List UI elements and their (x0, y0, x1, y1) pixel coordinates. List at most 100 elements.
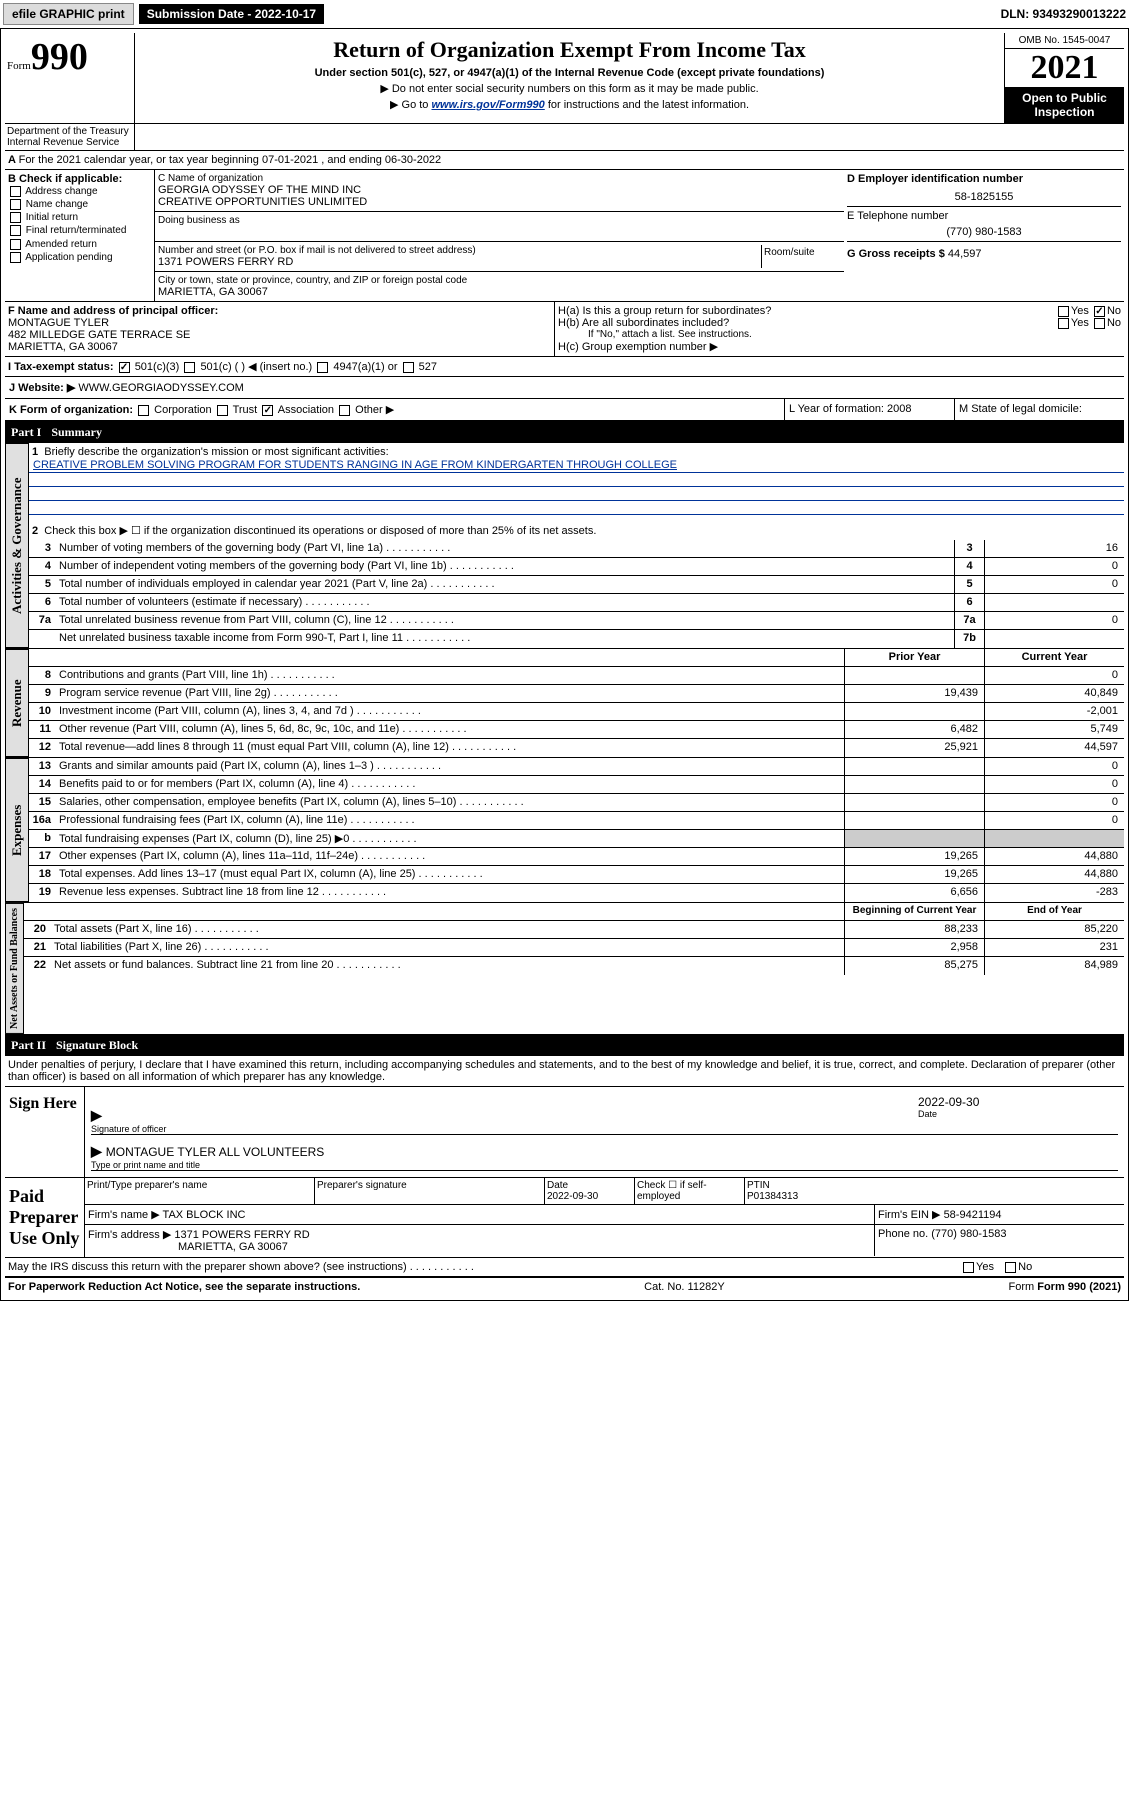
check-527[interactable] (403, 362, 414, 373)
dept-label: Department of the Treasury Internal Reve… (5, 124, 135, 150)
period-text: For the 2021 calendar year, or tax year … (19, 154, 442, 166)
sign-name: MONTAGUE TYLER ALL VOLUNTEERS (106, 1145, 325, 1159)
sign-date-caption: Date (918, 1109, 1118, 1119)
discuss-yes-check[interactable] (963, 1262, 974, 1273)
hb-no[interactable]: No (1107, 317, 1121, 329)
ein-value: 58-1825155 (847, 191, 1121, 203)
form-title: Return of Organization Exempt From Incom… (139, 37, 1000, 63)
table-row: 14 Benefits paid to or for members (Part… (29, 776, 1124, 794)
discuss-yes: Yes (976, 1261, 994, 1273)
sig-officer-caption: Signature of officer (91, 1124, 918, 1134)
table-row: 5 Total number of individuals employed i… (29, 576, 1124, 594)
section-fh: F Name and address of principal officer:… (5, 302, 1124, 357)
line1-label: Briefly describe the organization's miss… (44, 446, 388, 458)
officer-name: MONTAGUE TYLER (8, 317, 109, 329)
penalties-text: Under penalties of perjury, I declare th… (5, 1056, 1124, 1087)
org-name-2: CREATIVE OPPORTUNITIES UNLIMITED (158, 196, 841, 208)
opt-501c3: 501(c)(3) (135, 361, 180, 373)
vtab-governance: Activities & Governance (5, 443, 29, 648)
check-4947[interactable] (317, 362, 328, 373)
table-row: 16a Professional fundraising fees (Part … (29, 812, 1124, 830)
hb-yes[interactable]: Yes (1071, 317, 1089, 329)
discuss-no-check[interactable] (1005, 1262, 1016, 1273)
form-page: Form990 Return of Organization Exempt Fr… (0, 28, 1129, 1301)
efile-button[interactable]: efile GRAPHIC print (3, 3, 134, 25)
col-end-year: End of Year (984, 903, 1124, 920)
table-row: 7a Total unrelated business revenue from… (29, 612, 1124, 630)
opt-527: 527 (419, 361, 437, 373)
check-assoc[interactable] (262, 405, 273, 416)
form-label: Form (7, 60, 31, 72)
discuss-question: May the IRS discuss this return with the… (8, 1261, 961, 1273)
officer-label: F Name and address of principal officer: (8, 305, 218, 317)
table-row: 22 Net assets or fund balances. Subtract… (24, 957, 1124, 975)
section-b-label: B Check if applicable: (8, 173, 122, 185)
check-final-return[interactable]: Final return/terminated (8, 224, 151, 237)
expenses-section: Expenses 13 Grants and similar amounts p… (5, 758, 1124, 903)
check-corp[interactable] (138, 405, 149, 416)
paid-self-employed[interactable]: Check ☐ if self-employed (635, 1178, 745, 1204)
form-number: 990 (31, 36, 88, 78)
paid-preparer-label: Paid Preparer Use Only (5, 1178, 85, 1257)
ein-label: D Employer identification number (847, 173, 1023, 185)
table-row: 4 Number of independent voting members o… (29, 558, 1124, 576)
mission-text[interactable]: CREATIVE PROBLEM SOLVING PROGRAM FOR STU… (33, 459, 677, 471)
check-amended[interactable]: Amended return (8, 238, 151, 251)
check-trust[interactable] (217, 405, 228, 416)
sign-name-caption: Type or print name and title (91, 1160, 1118, 1170)
org-name-1: GEORGIA ODYSSEY OF THE MIND INC (158, 184, 841, 196)
sign-date: 2022-09-30 (918, 1095, 1118, 1109)
check-501c[interactable] (184, 362, 195, 373)
check-initial-return[interactable]: Initial return (8, 211, 151, 224)
firm-addr1: 1371 POWERS FERRY RD (174, 1229, 309, 1241)
dba-label: Doing business as (158, 215, 841, 226)
sign-here-row: Sign Here ▶ Signature of officer 2022-09… (5, 1087, 1124, 1178)
table-row: 21 Total liabilities (Part X, line 26) 2… (24, 939, 1124, 957)
year-formation: L Year of formation: 2008 (784, 399, 954, 420)
paid-date: 2022-09-30 (547, 1191, 598, 1202)
table-row: 15 Salaries, other compensation, employe… (29, 794, 1124, 812)
form-header: Form990 Return of Organization Exempt Fr… (5, 33, 1124, 124)
revenue-section: Revenue Prior Year Current Year 8 Contri… (5, 649, 1124, 758)
gross-value: 44,597 (948, 248, 982, 260)
check-501c3[interactable] (119, 362, 130, 373)
firm-name-label: Firm's name ▶ (88, 1209, 160, 1221)
firm-addr-label: Firm's address ▶ (88, 1229, 171, 1241)
vtab-net-assets: Net Assets or Fund Balances (5, 903, 24, 1034)
form-note-1: ▶ Do not enter social security numbers o… (139, 82, 1000, 95)
omb-number: OMB No. 1545-0047 (1005, 33, 1124, 49)
opt-4947: 4947(a)(1) or (333, 361, 397, 373)
check-other[interactable] (339, 405, 350, 416)
table-row: Net unrelated business taxable income fr… (29, 630, 1124, 648)
firm-addr2: MARIETTA, GA 30067 (178, 1241, 288, 1253)
paid-col2: Preparer's signature (315, 1178, 545, 1204)
table-row: 19 Revenue less expenses. Subtract line … (29, 884, 1124, 902)
irs-link[interactable]: www.irs.gov/Form990 (431, 99, 544, 111)
footer-left: For Paperwork Reduction Act Notice, see … (8, 1281, 360, 1293)
table-row: 9 Program service revenue (Part VIII, li… (29, 685, 1124, 703)
firm-phone: (770) 980-1583 (931, 1228, 1006, 1240)
hb-label: H(b) Are all subordinates included? (558, 317, 729, 329)
officer-addr1: 482 MILLEDGE GATE TERRACE SE (8, 329, 190, 341)
form-note-2: ▶ Go to www.irs.gov/Form990 for instruct… (139, 98, 1000, 111)
table-row: 8 Contributions and grants (Part VIII, l… (29, 667, 1124, 685)
ha-no[interactable]: No (1107, 305, 1121, 317)
ha-yes[interactable]: Yes (1071, 305, 1089, 317)
vtab-revenue: Revenue (5, 649, 29, 757)
vtab-expenses: Expenses (5, 758, 29, 902)
submission-date-button[interactable]: Submission Date - 2022-10-17 (139, 4, 324, 24)
name-label: C Name of organization (158, 173, 841, 184)
check-app-pending[interactable]: Application pending (8, 251, 151, 264)
table-row: 6 Total number of volunteers (estimate i… (29, 594, 1124, 612)
check-address-change[interactable]: Address change (8, 185, 151, 198)
gross-label: G Gross receipts $ (847, 248, 945, 260)
page-footer: For Paperwork Reduction Act Notice, see … (5, 1278, 1124, 1296)
city-label: City or town, state or province, country… (158, 275, 841, 286)
paid-col1: Print/Type preparer's name (85, 1178, 315, 1204)
check-name-change[interactable]: Name change (8, 198, 151, 211)
website-label: J Website: ▶ (9, 382, 75, 394)
dln-label: DLN: 93493290013222 (1001, 7, 1126, 21)
table-row: 18 Total expenses. Add lines 13–17 (must… (29, 866, 1124, 884)
addr-label: Number and street (or P.O. box if mail i… (158, 245, 761, 256)
top-toolbar: efile GRAPHIC print Submission Date - 20… (0, 0, 1129, 28)
